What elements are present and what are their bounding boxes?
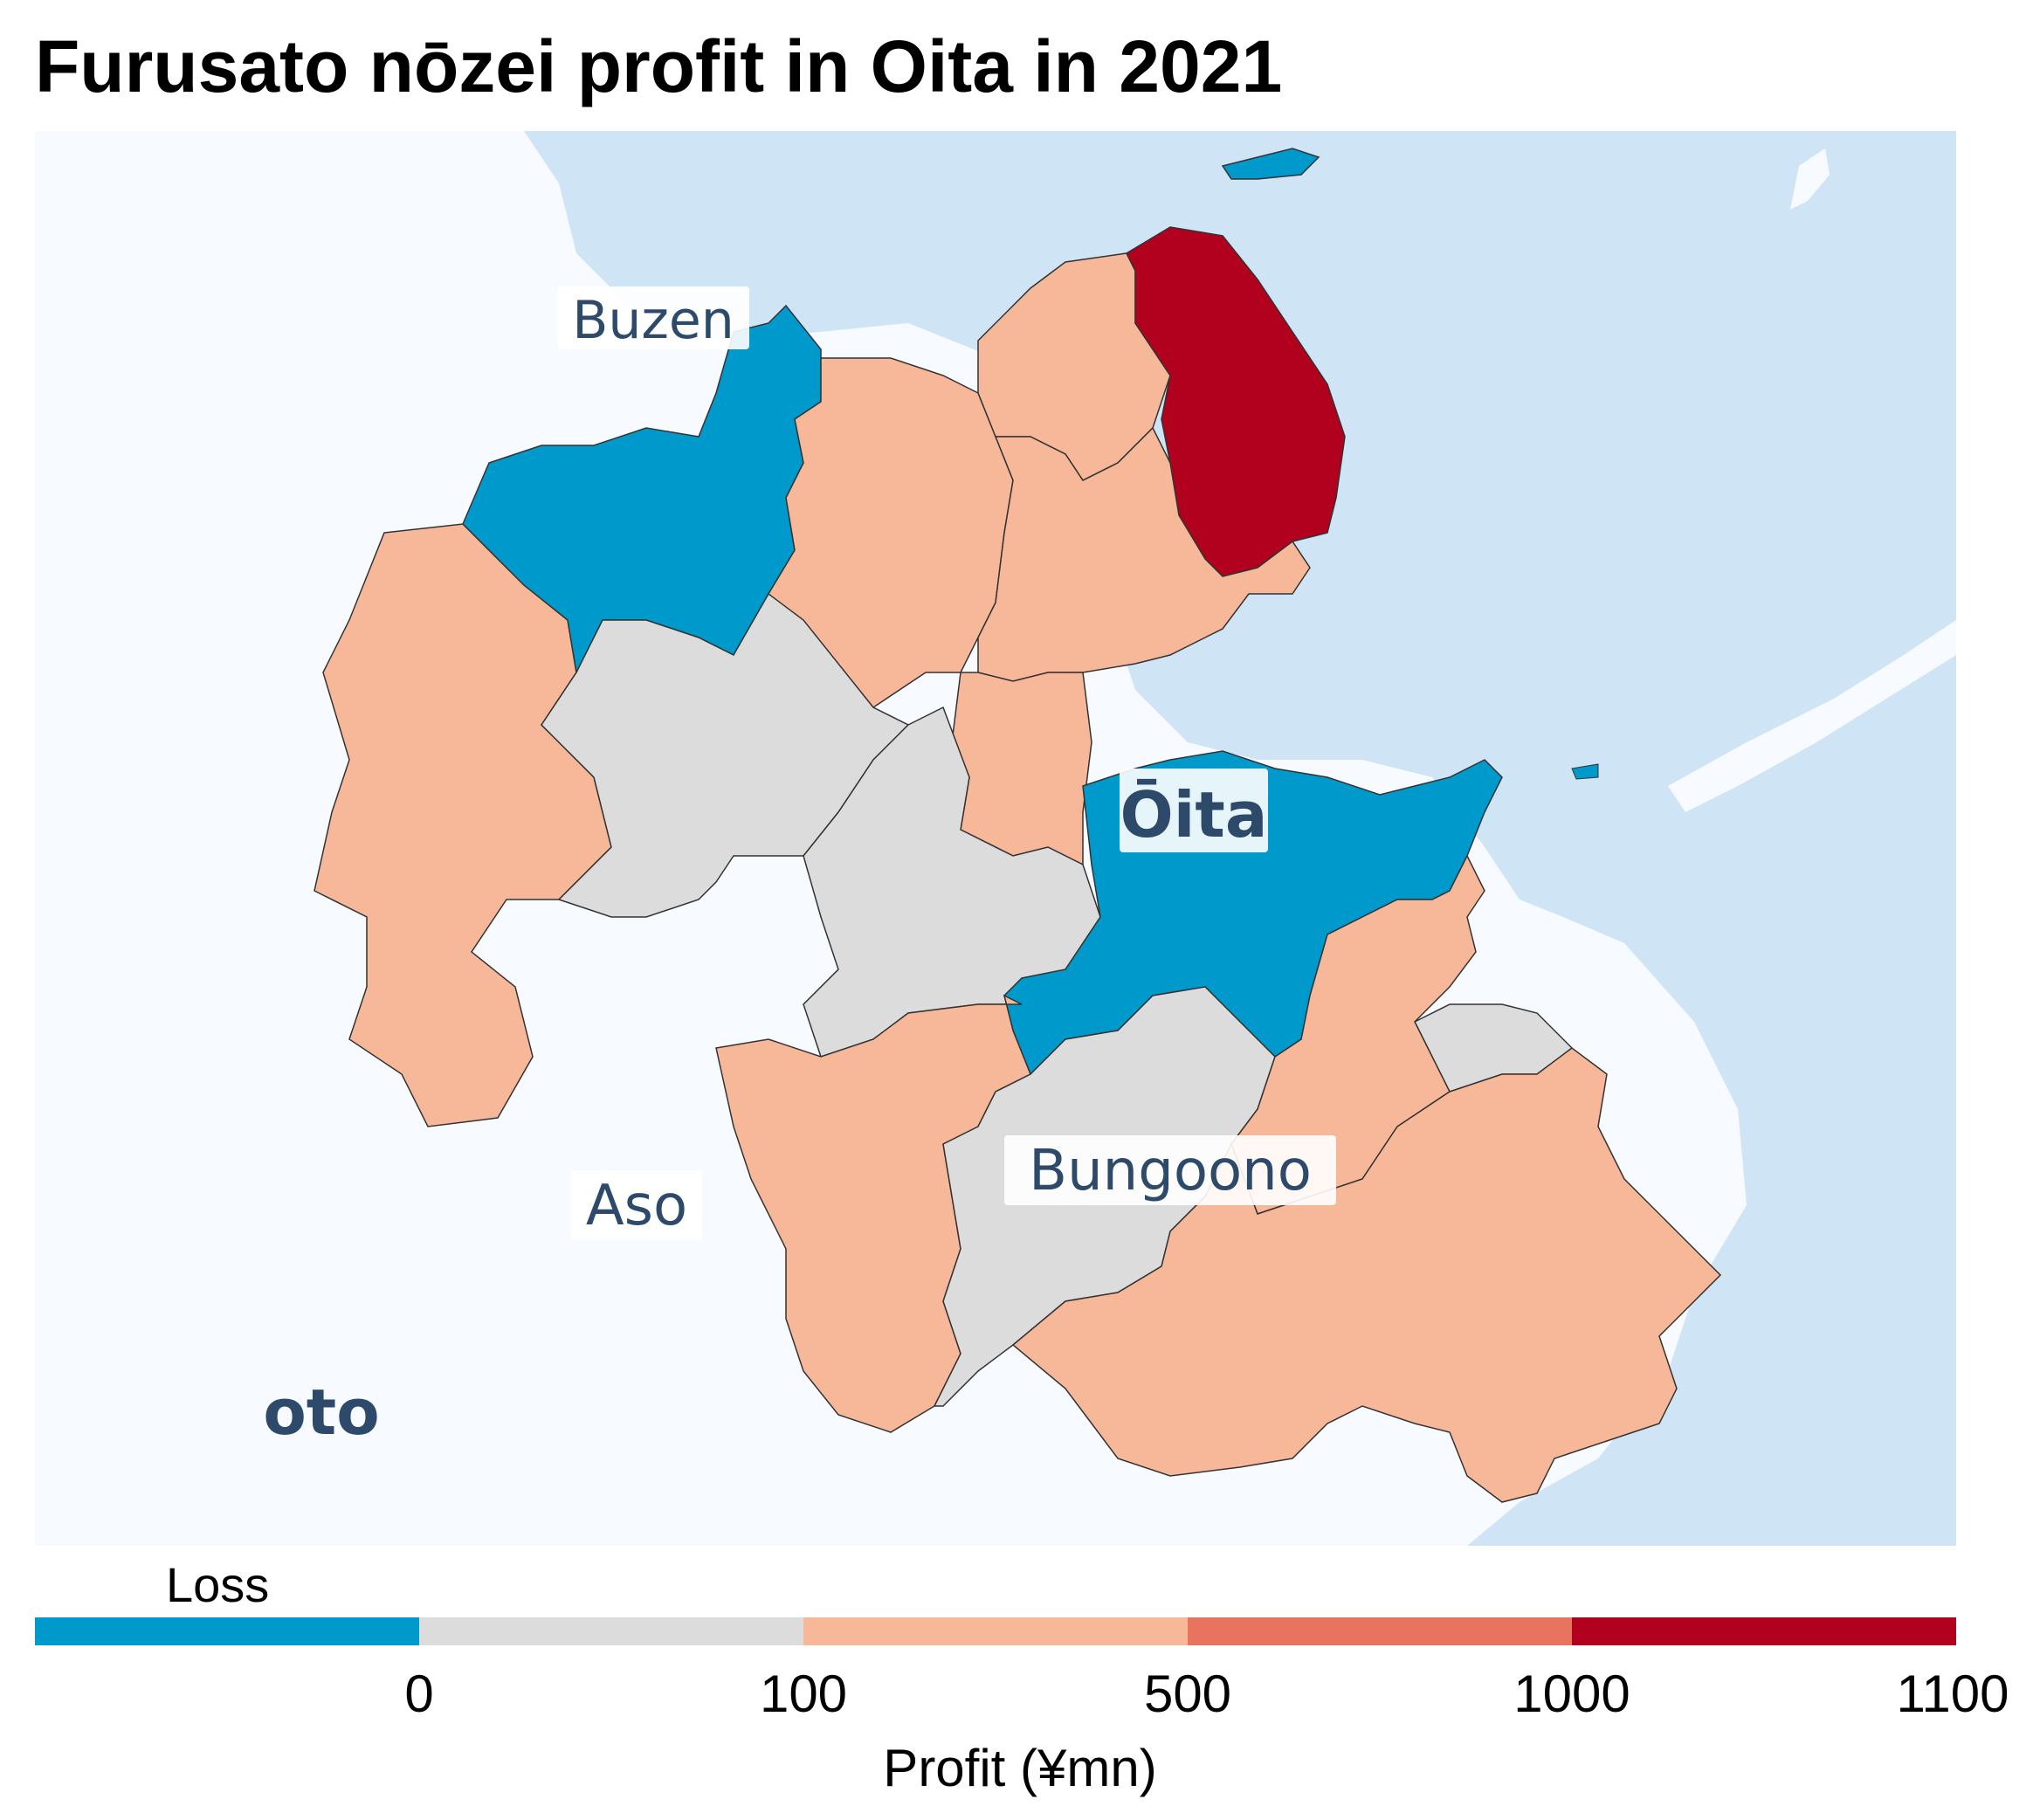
region-saiki	[1011, 1047, 1722, 1503]
legend-bin-4	[1572, 1617, 1956, 1645]
legend-tick-2: 500	[1143, 1665, 1232, 1723]
legend-axis-label: Profit (¥mn)	[883, 1739, 1157, 1797]
island-shikoku-tip	[1668, 620, 1956, 812]
legend-tick-1: 100	[759, 1665, 848, 1723]
place-label-oita: Ōita	[1120, 778, 1268, 851]
place-oto: oto	[263, 1375, 379, 1449]
page-title: Furusato nōzei profit in Oita in 2021	[35, 25, 1283, 107]
legend-color-bar	[35, 1617, 1956, 1645]
place-label-oto: oto	[263, 1375, 379, 1449]
legend-tick-3: 1000	[1513, 1665, 1630, 1723]
legend-bin-2	[803, 1617, 1188, 1645]
place-bungoono: Bungoono	[1004, 1135, 1336, 1205]
legend-bin-3	[1188, 1617, 1572, 1645]
place-oita: Ōita	[1120, 769, 1268, 852]
island-himeshima	[1221, 148, 1320, 180]
choropleth-map: Buzen Ōita Aso Bungoono oto	[35, 131, 1956, 1546]
place-label-bungoono: Bungoono	[1029, 1139, 1312, 1203]
island-top-right	[1790, 148, 1830, 210]
legend-loss-label: Loss	[166, 1557, 270, 1612]
legend-bin-0	[35, 1617, 419, 1645]
region-kitsuki	[977, 426, 1311, 682]
island-small	[1571, 763, 1599, 780]
legend-bin-1	[419, 1617, 803, 1645]
legend-tick-4: 1100	[1896, 1665, 2009, 1723]
place-label-aso: Aso	[586, 1174, 687, 1238]
place-buzen: Buzen	[557, 286, 749, 351]
place-label-buzen: Buzen	[572, 290, 734, 351]
place-aso: Aso	[571, 1170, 702, 1240]
legend-tick-0: 0	[404, 1665, 434, 1723]
